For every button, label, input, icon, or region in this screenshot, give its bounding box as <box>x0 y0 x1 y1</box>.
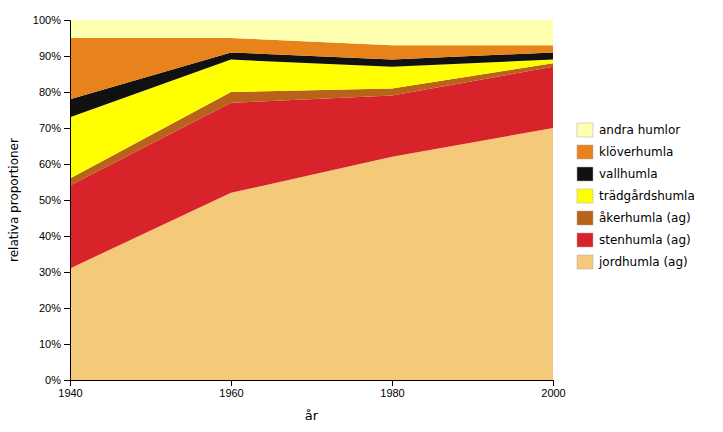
x-tick: 1980 <box>380 380 404 399</box>
y-tick: 0% <box>45 374 70 386</box>
tick-label: 20% <box>39 302 61 314</box>
axis-line <box>64 21 71 381</box>
tick-label: 90% <box>39 50 61 62</box>
legend-item: trädgårdshumla <box>577 189 695 203</box>
tick-label: 1980 <box>380 387 404 399</box>
legend-item: åkerhumla (ag) <box>577 211 691 225</box>
legend-swatch <box>577 123 593 137</box>
chart: 1940 1960 1980 2000 0% 10% 20% 30% 40% 50% 60% 70% 8… <box>0 0 723 432</box>
legend-label: andra humlor <box>599 123 680 137</box>
tick-label: 80% <box>39 86 61 98</box>
tick-mark <box>64 308 70 309</box>
areas <box>70 20 553 380</box>
legend-swatch <box>577 233 593 247</box>
x-tick: 2000 <box>541 380 565 399</box>
tick-mark <box>64 272 70 273</box>
y-tick: 50% <box>39 194 70 206</box>
x-axis-title: år <box>305 408 319 423</box>
tick-label: 0% <box>45 374 61 386</box>
legend-swatch <box>577 145 593 159</box>
tick-mark <box>64 56 70 57</box>
x-tick: 1960 <box>219 380 243 399</box>
y-tick: 40% <box>39 230 70 242</box>
tick-mark <box>64 344 70 345</box>
x-tick: 1940 <box>58 380 82 399</box>
legend-swatch <box>577 189 593 203</box>
legend-label: trädgårdshumla <box>599 189 695 203</box>
tick-mark <box>553 380 554 386</box>
tick-mark <box>64 200 70 201</box>
legend-item: vallhumla <box>577 167 658 181</box>
tick-mark <box>64 20 70 21</box>
tick-mark <box>64 92 70 93</box>
area <box>70 38 553 99</box>
legend: andra humlor klöverhumla vallhumla trädgård… <box>577 123 695 269</box>
legend-label: åkerhumla (ag) <box>599 211 691 225</box>
y-tick: 30% <box>39 266 70 278</box>
y-axis-title: relativa proportioner <box>7 138 21 262</box>
tick-mark <box>64 380 70 381</box>
y-tick: 10% <box>39 338 70 350</box>
legend-label: klöverhumla <box>599 145 673 159</box>
tick-label: 30% <box>39 266 61 278</box>
legend-item: stenhumla (ag) <box>577 233 691 247</box>
legend-swatch <box>577 211 593 225</box>
tick-mark <box>392 380 393 386</box>
y-tick: 60% <box>39 158 70 170</box>
tick-label: 40% <box>39 230 61 242</box>
legend-swatch <box>577 167 593 181</box>
legend-swatch <box>577 255 593 269</box>
y-tick: 20% <box>39 302 70 314</box>
y-axis: 0% 10% 20% 30% 40% 50% 60% 70% 80% 90% 100% <box>33 14 71 386</box>
tick-mark <box>64 128 70 129</box>
axis-line <box>71 381 554 387</box>
x-axis: 1940 1960 1980 2000 <box>58 380 565 399</box>
y-tick: 70% <box>39 122 70 134</box>
tick-label: 70% <box>39 122 61 134</box>
tick-label: 50% <box>39 194 61 206</box>
legend-item: klöverhumla <box>577 145 673 159</box>
y-tick: 80% <box>39 86 70 98</box>
y-tick: 100% <box>33 14 70 26</box>
tick-label: 10% <box>39 338 61 350</box>
tick-mark <box>64 236 70 237</box>
tick-label: 100% <box>33 14 61 26</box>
tick-mark <box>231 380 232 386</box>
tick-label: 1940 <box>58 387 82 399</box>
plot: 1940 1960 1980 2000 0% 10% 20% 30% 40% 50% 60% 70% 8… <box>33 14 566 399</box>
legend-item: jordhumla (ag) <box>577 255 688 269</box>
area <box>70 20 553 45</box>
tick-label: 1960 <box>219 387 243 399</box>
tick-label: 2000 <box>541 387 565 399</box>
legend-label: stenhumla (ag) <box>599 233 691 247</box>
legend-label: jordhumla (ag) <box>598 255 688 269</box>
tick-label: 60% <box>39 158 61 170</box>
tick-mark <box>64 164 70 165</box>
legend-item: andra humlor <box>577 123 680 137</box>
legend-label: vallhumla <box>599 167 658 181</box>
y-tick: 90% <box>39 50 70 62</box>
